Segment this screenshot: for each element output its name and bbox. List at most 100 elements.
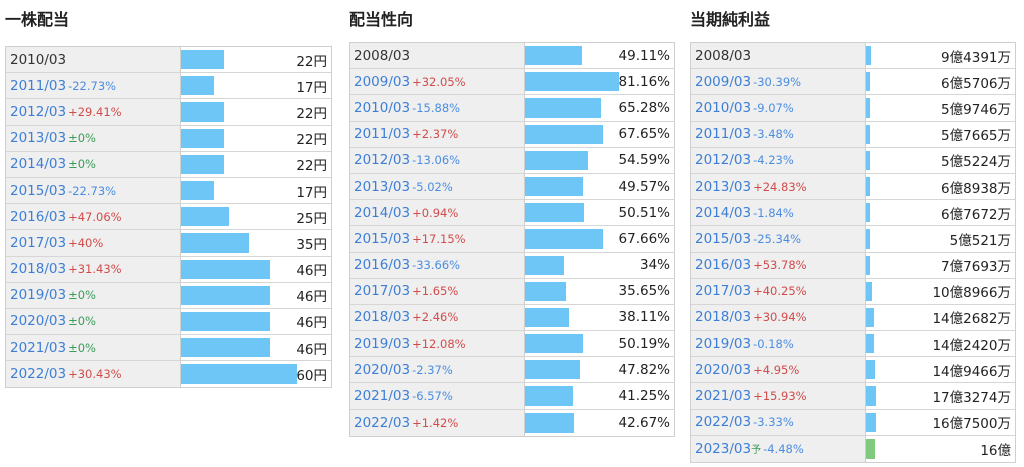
dividend-bar-cell: 46円 (181, 335, 331, 360)
payout-bar (525, 124, 604, 144)
dividend-value-label: 22円 (296, 53, 327, 70)
payout-row: 2018/03 +2.46% 38.11% (350, 304, 674, 332)
net-income-bar-cell: 5億5224万 (866, 148, 1015, 173)
dividend-bar (181, 364, 297, 385)
payout-year[interactable]: 2013/03 (354, 178, 411, 195)
net-income-year[interactable]: 2018/03 (695, 309, 752, 326)
payout-row: 2021/03 -6.57% 41.25% (350, 383, 674, 410)
payout-change: -15.88% (412, 100, 461, 115)
dividend-category-label: 2018/03 +31.43% (6, 256, 181, 282)
net-income-year[interactable]: 2009/03 (695, 73, 752, 90)
payout-year[interactable]: 2009/03 (354, 73, 411, 90)
dividend-year[interactable]: 2011/03 (10, 77, 67, 94)
payout-year[interactable]: 2014/03 (354, 204, 411, 221)
net-income-year[interactable]: 2023/03 (695, 440, 752, 457)
net-income-year[interactable]: 2017/03 (695, 283, 752, 300)
net-income-value-label: 10億8966万 (932, 285, 1011, 302)
payout-value-label: 34% (639, 257, 670, 274)
payout-year[interactable]: 2010/03 (354, 99, 411, 116)
net-income-year[interactable]: 2011/03 (695, 126, 752, 143)
dividend-bar-cell: 46円 (181, 283, 331, 308)
payout-bar (525, 98, 601, 118)
net-income-row: 2021/03 +15.93% 17億3274万 (691, 383, 1015, 410)
dividend-year[interactable]: 2017/03 (10, 234, 67, 251)
payout-change: +1.65% (412, 284, 459, 299)
payout-bar (525, 281, 567, 301)
payout-year[interactable]: 2020/03 (354, 361, 411, 378)
net-income-forecast-mark: 予 (751, 445, 762, 457)
payout-bar (525, 255, 565, 275)
dividend-year[interactable]: 2018/03 (10, 261, 67, 278)
dividend-year[interactable]: 2022/03 (10, 366, 67, 383)
net-income-year[interactable]: 2016/03 (695, 257, 752, 274)
payout-year[interactable]: 2012/03 (354, 152, 411, 169)
payout-row: 2017/03 +1.65% 35.65% (350, 278, 674, 305)
dividend-row: 2020/03 ±0% 46円 (6, 308, 331, 336)
payout-change: +32.05% (412, 74, 466, 89)
dividend-year[interactable]: 2020/03 (10, 313, 67, 330)
dividend-bar (181, 180, 214, 201)
dividend-bar-cell: 46円 (181, 257, 331, 282)
net-income-category-label: 2023/03 予 -4.48% (691, 435, 866, 462)
dividend-bar (181, 207, 230, 227)
payout-year[interactable]: 2018/03 (354, 309, 411, 326)
net-income-year[interactable]: 2010/03 (695, 99, 752, 116)
payout-bar-cell: 67.65% (525, 122, 674, 147)
net-income-bar (866, 150, 870, 170)
payout-year[interactable]: 2017/03 (354, 283, 411, 300)
dividend-year[interactable]: 2021/03 (10, 339, 67, 356)
net-income-year[interactable]: 2015/03 (695, 230, 752, 247)
net-income-year[interactable]: 2014/03 (695, 204, 752, 221)
payout-bar (525, 176, 583, 197)
dividend-row: 2013/03 ±0% 22円 (6, 125, 331, 152)
net-income-bar (866, 307, 875, 328)
net-income-year[interactable]: 2012/03 (695, 152, 752, 169)
payout-category-label: 2008/03 (350, 43, 525, 69)
net-income-category-label: 2013/03 +24.83% (691, 173, 866, 200)
net-income-row: 2009/03 -30.39% 6億5706万 (691, 69, 1015, 96)
net-income-value-label: 17億3274万 (932, 390, 1011, 407)
net-income-bar (866, 176, 870, 197)
net-income-bar (866, 72, 870, 92)
payout-value-label: 50.51% (618, 204, 670, 221)
net-income-category-label: 2014/03 -1.84% (691, 200, 866, 226)
payout-year[interactable]: 2016/03 (354, 257, 411, 274)
net-income-year[interactable]: 2013/03 (695, 178, 752, 195)
dividend-per-share-title: 一株配当 (5, 10, 70, 29)
dividend-row: 2018/03 +31.43% 46円 (6, 256, 331, 283)
dividend-bar (181, 233, 249, 253)
net-income-row: 2011/03 -3.48% 5億7665万 (691, 121, 1015, 148)
payout-value-label: 49.11% (618, 47, 670, 64)
payout-year[interactable]: 2021/03 (354, 388, 411, 405)
net-income-change: +40.25% (753, 284, 807, 299)
payout-year[interactable]: 2011/03 (354, 126, 411, 143)
payout-bar (525, 334, 584, 354)
payout-value-label: 41.25% (618, 388, 670, 405)
payout-value-label: 54.59% (618, 152, 670, 169)
net-income-year[interactable]: 2021/03 (695, 388, 752, 405)
net-income-year[interactable]: 2022/03 (695, 414, 752, 431)
payout-category-label: 2010/03 -15.88% (350, 95, 525, 121)
dividend-value-label: 35円 (296, 236, 327, 253)
payout-year[interactable]: 2015/03 (354, 230, 411, 247)
net-income-year[interactable]: 2019/03 (695, 335, 752, 352)
dividend-year[interactable]: 2015/03 (10, 182, 67, 199)
dividend-year[interactable]: 2019/03 (10, 287, 67, 304)
payout-year[interactable]: 2019/03 (354, 335, 411, 352)
dividend-bar-cell: 17円 (181, 73, 331, 98)
payout-row: 2008/03 49.11% (350, 43, 674, 70)
dividend-year[interactable]: 2013/03 (10, 130, 67, 147)
net-income-year[interactable]: 2020/03 (695, 361, 752, 378)
payout-category-label: 2011/03 +2.37% (350, 121, 525, 147)
payout-year[interactable]: 2022/03 (354, 414, 411, 431)
dividend-category-label: 2020/03 ±0% (6, 308, 181, 335)
dividend-bar (181, 128, 224, 148)
dividend-year[interactable]: 2012/03 (10, 103, 67, 120)
net-income-category-label: 2019/03 -0.18% (691, 331, 866, 357)
dividend-year: 2010/03 (10, 51, 67, 68)
dividend-category-label: 2017/03 +40% (6, 230, 181, 256)
dividend-change: +29.41% (68, 104, 122, 119)
dividend-bar-cell: 22円 (181, 99, 331, 124)
dividend-year[interactable]: 2016/03 (10, 208, 67, 225)
dividend-year[interactable]: 2014/03 (10, 156, 67, 173)
